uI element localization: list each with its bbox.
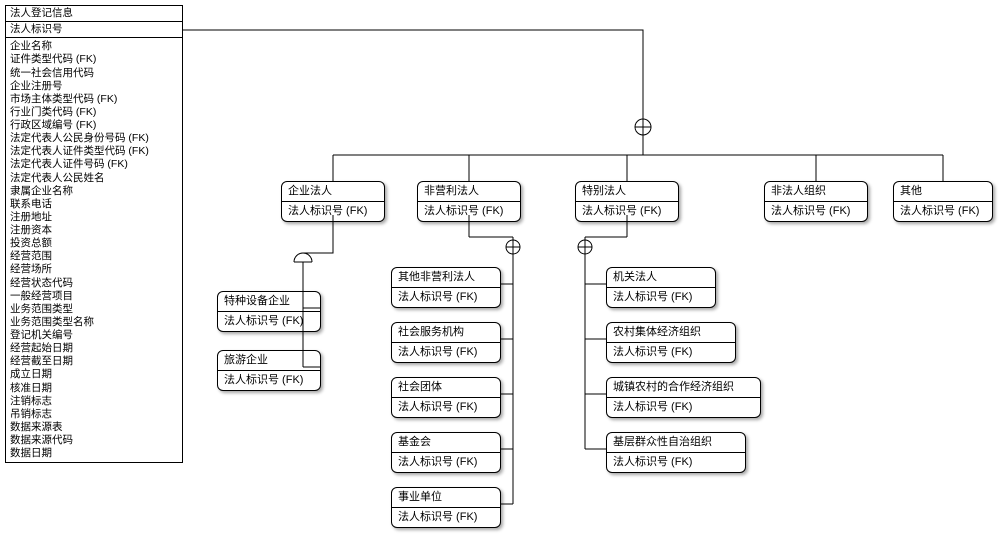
entity-box: 基金会法人标识号 (FK)	[391, 432, 501, 473]
root-attr: 注册地址	[10, 211, 178, 224]
root-attr: 经营场所	[10, 263, 178, 276]
entity-box: 非营利法人法人标识号 (FK)	[417, 181, 521, 222]
entity-title: 特种设备企业	[218, 292, 320, 312]
root-attr: 法定代表人证件类型代码 (FK)	[10, 145, 178, 158]
root-attr: 数据来源表	[10, 421, 178, 434]
root-attr: 一般经营项目	[10, 290, 178, 303]
root-attr: 企业名称	[10, 40, 178, 53]
entity-fk: 法人标识号 (FK)	[392, 288, 500, 307]
entity-box: 特别法人法人标识号 (FK)	[575, 181, 679, 222]
root-pk: 法人标识号	[6, 22, 182, 38]
entity-box: 其他非营利法人法人标识号 (FK)	[391, 267, 501, 308]
root-attr: 经营截至日期	[10, 355, 178, 368]
entity-box: 社会服务机构法人标识号 (FK)	[391, 322, 501, 363]
root-attr: 行业门类代码 (FK)	[10, 106, 178, 119]
entity-title: 基金会	[392, 433, 500, 453]
entity-title: 机关法人	[607, 268, 715, 288]
entity-box: 机关法人法人标识号 (FK)	[606, 267, 716, 308]
root-attr: 经营起始日期	[10, 342, 178, 355]
entity-title: 旅游企业	[218, 351, 320, 371]
entity-title: 企业法人	[282, 182, 384, 202]
entity-title: 非法人组织	[765, 182, 867, 202]
root-attr: 吊销标志	[10, 408, 178, 421]
root-attr: 统一社会信用代码	[10, 67, 178, 80]
root-attr: 核准日期	[10, 382, 178, 395]
root-title: 法人登记信息	[6, 6, 182, 22]
root-attr: 数据日期	[10, 447, 178, 460]
root-attr: 市场主体类型代码 (FK)	[10, 93, 178, 106]
entity-title: 其他	[894, 182, 992, 202]
entity-box: 城镇农村的合作经济组织法人标识号 (FK)	[606, 377, 761, 418]
root-attr: 法定代表人证件号码 (FK)	[10, 158, 178, 171]
entity-fk: 法人标识号 (FK)	[894, 202, 992, 221]
entity-fk: 法人标识号 (FK)	[392, 398, 500, 417]
entity-title: 社会服务机构	[392, 323, 500, 343]
entity-title: 城镇农村的合作经济组织	[607, 378, 760, 398]
root-attr: 法定代表人公民姓名	[10, 172, 178, 185]
root-attr: 投资总额	[10, 237, 178, 250]
root-attr: 登记机关编号	[10, 329, 178, 342]
entity-fk: 法人标识号 (FK)	[418, 202, 520, 221]
root-attr: 联系电话	[10, 198, 178, 211]
entity-fk: 法人标识号 (FK)	[392, 343, 500, 362]
entity-title: 社会团体	[392, 378, 500, 398]
entity-fk: 法人标识号 (FK)	[392, 508, 500, 527]
root-attr: 业务范围类型名称	[10, 316, 178, 329]
entity-fk: 法人标识号 (FK)	[218, 371, 320, 390]
entity-title: 非营利法人	[418, 182, 520, 202]
entity-box: 事业单位法人标识号 (FK)	[391, 487, 501, 528]
root-attr: 证件类型代码 (FK)	[10, 53, 178, 66]
root-attr: 隶属企业名称	[10, 185, 178, 198]
entity-fk: 法人标识号 (FK)	[607, 343, 735, 362]
entity-box: 基层群众性自治组织法人标识号 (FK)	[606, 432, 746, 473]
entity-fk: 法人标识号 (FK)	[576, 202, 678, 221]
root-attr: 经营状态代码	[10, 277, 178, 290]
entity-title: 其他非营利法人	[392, 268, 500, 288]
entity-box: 其他法人标识号 (FK)	[893, 181, 993, 222]
root-attr: 企业注册号	[10, 80, 178, 93]
entity-title: 特别法人	[576, 182, 678, 202]
root-attr: 注册资本	[10, 224, 178, 237]
entity-title: 事业单位	[392, 488, 500, 508]
root-entity: 法人登记信息 法人标识号 企业名称证件类型代码 (FK)统一社会信用代码企业注册…	[5, 5, 183, 463]
entity-fk: 法人标识号 (FK)	[282, 202, 384, 221]
entity-fk: 法人标识号 (FK)	[607, 398, 760, 417]
root-attr: 行政区域编号 (FK)	[10, 119, 178, 132]
root-attrs: 企业名称证件类型代码 (FK)统一社会信用代码企业注册号市场主体类型代码 (FK…	[6, 38, 182, 462]
entity-box: 社会团体法人标识号 (FK)	[391, 377, 501, 418]
root-attr: 数据来源代码	[10, 434, 178, 447]
entity-fk: 法人标识号 (FK)	[607, 288, 715, 307]
root-attr: 法定代表人公民身份号码 (FK)	[10, 132, 178, 145]
entity-fk: 法人标识号 (FK)	[765, 202, 867, 221]
entity-title: 基层群众性自治组织	[607, 433, 745, 453]
entity-box: 旅游企业法人标识号 (FK)	[217, 350, 321, 391]
entity-box: 特种设备企业法人标识号 (FK)	[217, 291, 321, 332]
root-attr: 业务范围类型	[10, 303, 178, 316]
root-attr: 注销标志	[10, 395, 178, 408]
entity-box: 非法人组织法人标识号 (FK)	[764, 181, 868, 222]
root-attr: 经营范围	[10, 250, 178, 263]
entity-fk: 法人标识号 (FK)	[392, 453, 500, 472]
entity-box: 农村集体经济组织法人标识号 (FK)	[606, 322, 736, 363]
entity-box: 企业法人法人标识号 (FK)	[281, 181, 385, 222]
entity-title: 农村集体经济组织	[607, 323, 735, 343]
entity-fk: 法人标识号 (FK)	[607, 453, 745, 472]
entity-fk: 法人标识号 (FK)	[218, 312, 320, 331]
root-attr: 成立日期	[10, 368, 178, 381]
